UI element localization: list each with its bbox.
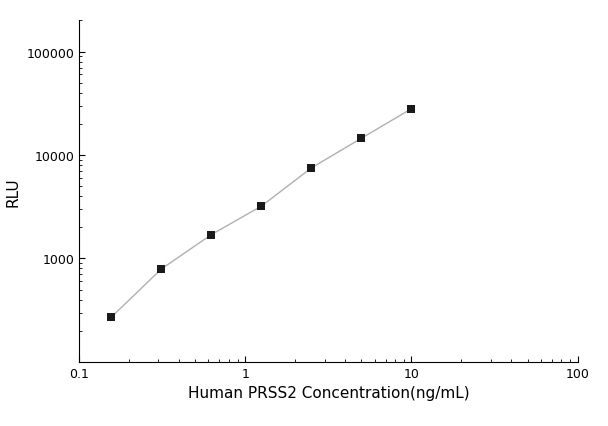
Point — [156, 266, 166, 273]
Y-axis label: RLU: RLU — [5, 177, 21, 207]
Point — [106, 314, 116, 321]
Point — [207, 232, 216, 239]
Point — [356, 135, 366, 142]
Point — [257, 203, 266, 210]
X-axis label: Human PRSS2 Concentration(ng/mL): Human PRSS2 Concentration(ng/mL) — [187, 386, 469, 400]
Point — [306, 165, 316, 172]
Point — [407, 106, 416, 113]
